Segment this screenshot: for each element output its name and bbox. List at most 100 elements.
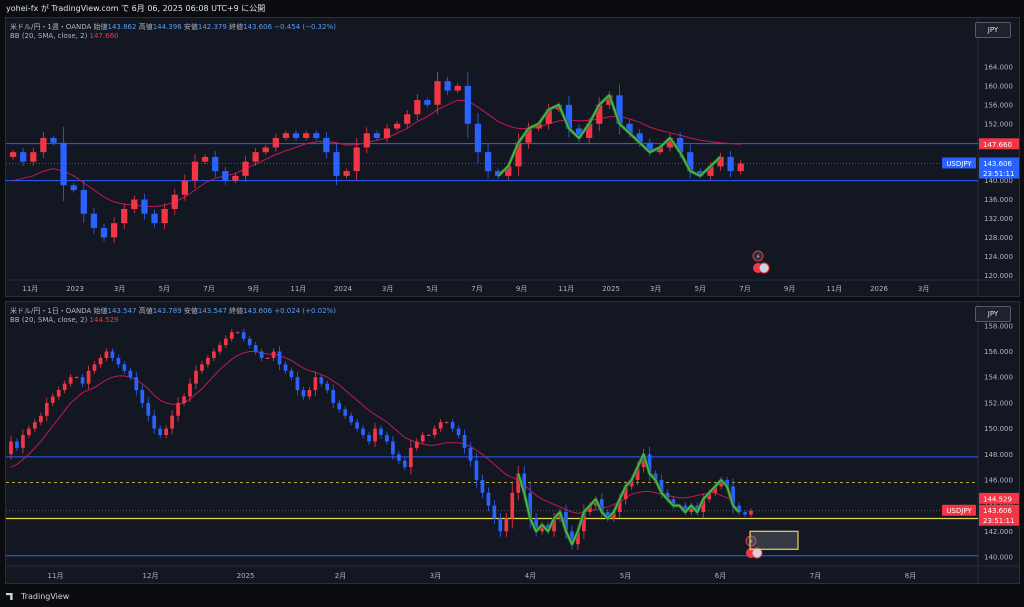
weekly-candle [464,85,471,124]
daily-candle [313,377,318,391]
daily-candle [128,370,133,378]
daily-candle [552,518,556,532]
weekly-candle [222,171,229,181]
weekly-y-tick: 128.000 [984,234,1013,242]
weekly-x-tick: 9月 [248,285,259,293]
weekly-candle [40,137,47,153]
daily-chart-canvas[interactable]: 158.000 156.000 154.000 152.000 150.000 148.0… [6,302,1019,583]
daily-candle [647,454,652,474]
daily-candle [110,351,115,358]
daily-candle [414,441,419,448]
daily-pattern-line [517,453,740,546]
weekly-candle [292,133,300,138]
weekly-x-tick: 2026 [870,285,888,293]
weekly-candle [434,81,441,105]
daily-candle [444,422,449,424]
weekly-candle [575,128,583,138]
daily-candle [564,512,568,532]
weekly-y-tick: 140.000 [984,177,1013,185]
daily-candle [641,454,646,468]
daily-candle [665,492,670,500]
daily-candle [629,479,634,487]
weekly-candle [697,171,704,176]
daily-candle [737,505,741,513]
weekly-candle [232,175,239,181]
daily-candle [15,441,19,448]
weekly-price-tag: 23:51:11 [983,170,1014,178]
daily-candle [611,512,616,519]
weekly-chart-panel[interactable]: 164.000160.000156.000152.000148.000144.0… [5,17,1020,297]
weekly-symbol-tag: USDJPY [946,160,972,168]
daily-candle [80,377,85,384]
tradingview-logo[interactable]: TradingView [6,592,69,601]
weekly-currency-button[interactable]: JPY [975,22,1011,38]
weekly-y-tick: 132.000 [984,215,1013,223]
daily-x-tick: 2025 [237,572,255,580]
weekly-event-lightning-glyph: ⚡ [756,254,760,261]
daily-candle [98,357,103,365]
daily-candle [164,428,168,436]
weekly-candle [676,137,684,153]
weekly-candle [515,142,522,167]
weekly-price-tag-bg [979,157,1019,169]
daily-candle [319,377,324,384]
weekly-candle [424,100,431,105]
daily-candle [397,454,401,461]
daily-currency-button[interactable]: JPY [975,306,1011,322]
daily-x-tick: 4月 [525,572,536,580]
daily-x-tick: 3月 [430,572,441,580]
weekly-low-label: 安値 [183,23,198,31]
daily-candle [426,435,431,437]
daily-bb-value: 144.529 [89,316,119,324]
weekly-chart-canvas[interactable]: 164.000160.000156.000152.000148.000144.0… [6,18,1019,296]
daily-price-tag: 23:51:11 [983,517,1014,525]
weekly-candle [161,208,168,224]
daily-candle [92,364,97,371]
daily-plot-bg [6,302,1019,583]
weekly-candle [242,161,249,176]
weekly-candle [535,123,542,129]
daily-chart-panel[interactable]: 158.000 156.000 154.000 152.000 150.000 148.0… [5,301,1020,584]
daily-candle [283,364,288,371]
weekly-price-tag: 143.606 [983,160,1012,168]
weekly-candle [727,156,734,172]
daily-target-zone[interactable] [749,530,799,550]
weekly-price-tag-bg [979,167,1019,179]
weekly-candle [90,213,98,228]
weekly-candle [565,104,573,129]
daily-candle [62,383,67,391]
daily-candle [462,435,467,448]
daily-candle [486,492,491,506]
tradingview-logo-text: TradingView [21,592,70,601]
daily-candle [528,492,533,519]
footer: TradingView [0,588,1024,607]
weekly-candle [151,213,158,224]
daily-candle [152,415,157,429]
weekly-candle [495,171,502,176]
daily-candle [146,402,151,416]
daily-candle [74,377,79,379]
daily-x-tick: 6月 [715,572,726,580]
daily-candle [605,512,610,519]
daily-candle [68,377,73,384]
daily-candle [432,428,437,436]
weekly-bb-value: 147.660 [89,32,119,40]
daily-candle [56,390,61,397]
weekly-y-tick: 120.000 [984,272,1013,280]
weekly-candle [121,208,128,224]
weekly-candle [505,166,512,176]
weekly-x-tick: 3月 [918,285,929,293]
daily-x-tick: 2月 [335,572,346,580]
weekly-candle [282,133,290,138]
weekly-candle [707,166,714,176]
weekly-candle [545,109,552,124]
daily-candle [170,415,174,429]
daily-y-tick: 146.000 [984,476,1013,484]
daily-price-tag-bg [979,492,1019,504]
weekly-y-tick: 152.000 [984,120,1013,128]
daily-candle [492,505,497,519]
daily-event-lightning-glyph: ⚡ [749,539,753,546]
daily-x-tick: 5月 [620,572,631,580]
daily-candle [307,390,312,397]
daily-close-label: 終値 [229,307,244,315]
